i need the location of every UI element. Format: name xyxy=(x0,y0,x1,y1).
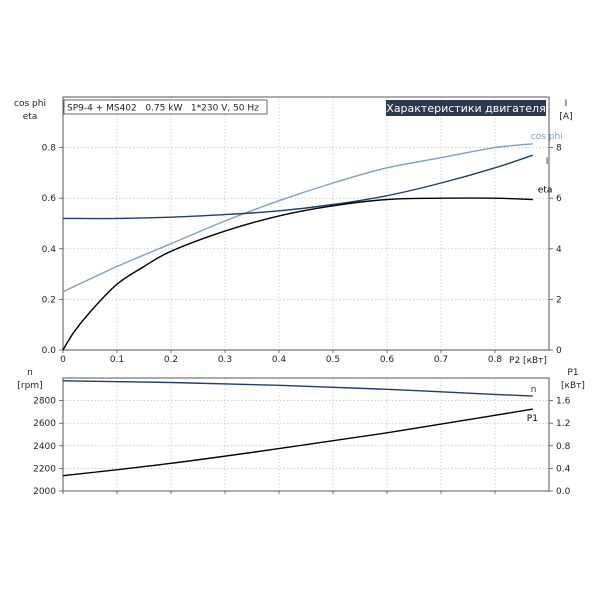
top-left-tick-label: 0.8 xyxy=(42,144,57,154)
top-right-axis-title-2: [A] xyxy=(559,112,572,122)
bottom-left-tick-label: 2000 xyxy=(33,487,56,497)
title-badge-text: Характеристики двигателя xyxy=(386,102,545,115)
bottom-left-tick-label: 2200 xyxy=(33,464,56,474)
bottom-right-tick-label: 0.4 xyxy=(556,464,571,474)
series-line-i xyxy=(62,154,534,220)
x-tick-label: 0.3 xyxy=(218,355,232,365)
top-left-axis-title-2: eta xyxy=(23,112,38,122)
top-left-tick-label: 0.0 xyxy=(42,346,57,356)
x-tick-label: 0.8 xyxy=(488,355,503,365)
top-plot-frame xyxy=(62,96,550,351)
top-left-tick-label: 0.6 xyxy=(42,194,57,204)
bottom-left-axis-title-2: [rpm] xyxy=(17,381,42,391)
bottom-right-tick-label: 0.8 xyxy=(556,442,571,452)
series-label-i: I xyxy=(546,157,549,167)
bottom-left-tick-label: 2400 xyxy=(33,442,56,452)
series-line-n xyxy=(62,380,533,397)
top-tick-labels: 0.0 0.2 0.4 0.6 0.8 0 2 4 6 8 0 0.1 0.2 0.3 0.4 0.5 0.6 0… xyxy=(42,144,562,365)
bottom-series: n P1 xyxy=(62,380,538,477)
top-right-tick-label: 6 xyxy=(556,194,562,204)
series-label-p1: P1 xyxy=(527,414,538,424)
top-right-tick-label: 2 xyxy=(556,295,562,305)
x-tick-label: 0.7 xyxy=(434,355,448,365)
bottom-left-axis-title-1: n xyxy=(27,368,33,378)
bottom-right-tick-label: 0.0 xyxy=(556,487,571,497)
bottom-right-axis-title-2: [кВт] xyxy=(561,381,585,391)
bottom-left-tick-label: 2800 xyxy=(33,397,56,407)
x-tick-label: 0.6 xyxy=(380,355,395,365)
info-box-frame xyxy=(63,99,268,115)
series-line-cos-phi xyxy=(62,143,533,293)
bottom-right-tick-label: 1.2 xyxy=(556,419,570,429)
top-grid xyxy=(63,97,549,350)
series-line-eta xyxy=(62,197,533,351)
top-right-axis-title-1: I xyxy=(565,99,568,109)
top-right-tick-label: 0 xyxy=(556,346,562,356)
top-left-tick-label: 0.2 xyxy=(42,295,56,305)
series-label-eta: eta xyxy=(538,185,553,195)
bottom-right-tick-label: 1.6 xyxy=(556,397,571,407)
x-tick-label: 0 xyxy=(60,355,66,365)
bottom-plot-frame xyxy=(62,377,550,492)
x-tick-label: 0.1 xyxy=(110,355,124,365)
x-tick-label: 0.2 xyxy=(164,355,178,365)
title-badge xyxy=(386,100,546,116)
bottom-grid xyxy=(63,378,549,491)
series-label-n: n xyxy=(531,385,537,395)
bottom-tick-labels: 2000 2200 2400 2600 2800 0.0 0.4 0.8 1.2 1.6 xyxy=(33,397,570,497)
top-right-tick-label: 4 xyxy=(556,245,562,255)
series-label-cos-phi: cos phi xyxy=(531,132,563,142)
bottom-left-tick-label: 2600 xyxy=(33,419,56,429)
x-tick-label: 0.4 xyxy=(272,355,287,365)
x-tick-label: 0.5 xyxy=(326,355,340,365)
top-right-tick-label: 8 xyxy=(556,144,562,154)
series-line-p1 xyxy=(62,408,533,477)
info-box-text: SP9-4 + MS402 0.75 kW 1*230 V, 50 Hz xyxy=(67,104,259,114)
top-left-tick-label: 0.4 xyxy=(42,245,57,255)
bottom-right-axis-title-1: P1 xyxy=(567,368,578,378)
x-axis-title: P2 [кВт] xyxy=(509,356,547,366)
top-left-axis-title-1: cos phi xyxy=(14,99,46,109)
